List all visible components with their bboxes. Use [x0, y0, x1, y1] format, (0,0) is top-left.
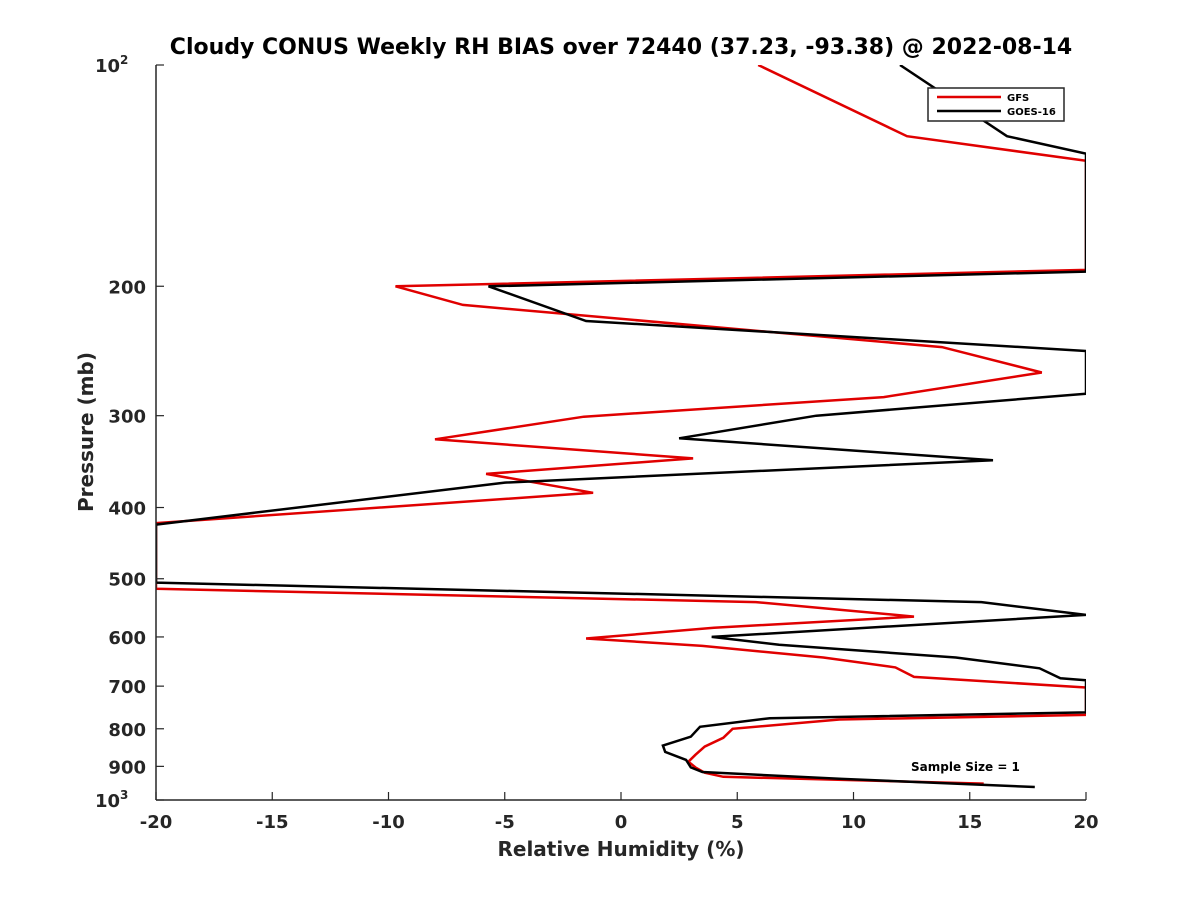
y-tick-exponent: 3 — [120, 788, 128, 802]
y-tick-label: 10 — [95, 791, 120, 812]
x-axis-label: Relative Humidity (%) — [497, 837, 744, 861]
series-line-gfs — [156, 65, 1086, 785]
x-tick-label: 5 — [731, 812, 744, 833]
series-line-goes16 — [156, 65, 1086, 789]
legend-box — [927, 87, 1065, 122]
y-tick-label: 900 — [108, 757, 146, 778]
x-ticks: -20 -15 -10 -5 0 5 10 15 20 — [140, 792, 1099, 833]
legend-label-gfs: GFS — [1007, 93, 1029, 104]
axes — [155, 65, 1086, 801]
series-layer — [156, 65, 1086, 789]
x-tick-label: 20 — [1073, 812, 1098, 833]
x-tick-label: -15 — [256, 812, 289, 833]
y-tick-label: 300 — [108, 407, 146, 428]
x-tick-label: 10 — [841, 812, 866, 833]
chart-title: Cloudy CONUS Weekly RH BIAS over 72440 (… — [170, 35, 1072, 60]
legend-label-goes16: GOES-16 — [1007, 107, 1056, 118]
y-tick-label: 800 — [108, 720, 146, 741]
y-tick-label: 600 — [108, 628, 146, 649]
x-tick-label: -10 — [372, 812, 405, 833]
y-tick-label: 10 — [95, 56, 120, 77]
y-tick-exponent: 2 — [120, 53, 128, 67]
sample-size-annotation: Sample Size = 1 — [911, 760, 1020, 774]
y-axis-label: Pressure (mb) — [74, 352, 98, 512]
y-tick-label: 200 — [108, 277, 146, 298]
y-tick-label: 500 — [108, 570, 146, 591]
x-tick-label: 15 — [957, 812, 982, 833]
x-tick-label: -20 — [140, 812, 173, 833]
x-tick-label: -5 — [495, 812, 515, 833]
y-tick-label: 400 — [108, 499, 146, 520]
x-tick-label: 0 — [615, 812, 628, 833]
y-tick-label: 700 — [108, 677, 146, 698]
legend: GFS GOES-16 — [927, 87, 1065, 122]
